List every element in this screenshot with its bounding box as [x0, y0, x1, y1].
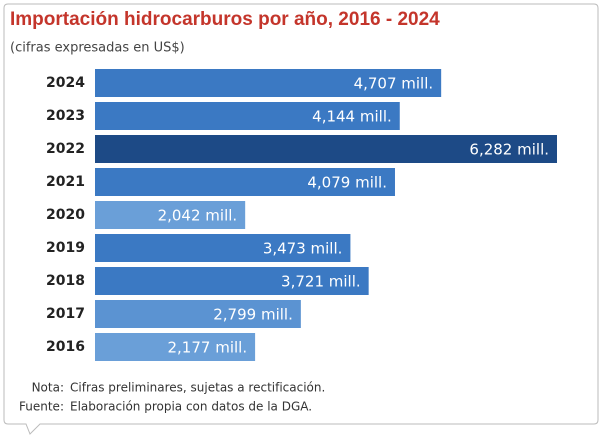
chart-subtitle: (cifras expresadas en US$) [10, 41, 185, 56]
bar [95, 300, 301, 328]
bar [95, 333, 256, 361]
bar [95, 135, 557, 163]
y-tick-label: 2024 [46, 75, 85, 91]
y-tick-label: 2021 [46, 174, 85, 190]
y-tick-label: 2017 [46, 306, 85, 322]
value-label: 6,282 mill. [469, 141, 549, 159]
bar [95, 234, 351, 262]
frame [3, 3, 599, 435]
bar [95, 168, 395, 196]
value-label: 2,799 mill. [213, 306, 293, 324]
bar [95, 267, 369, 295]
value-label: 2,042 mill. [158, 207, 238, 225]
value-label: 3,721 mill. [281, 273, 361, 291]
bar [95, 69, 442, 97]
bar [95, 102, 400, 130]
value-label: 3,473 mill. [263, 240, 343, 258]
note-text: Elaboración propia con datos de la DGA. [70, 400, 312, 414]
y-tick-label: 2019 [46, 240, 85, 256]
value-label: 2,177 mill. [168, 339, 248, 357]
note-text: Cifras preliminares, sujetas a rectifica… [70, 381, 325, 395]
y-tick-label: 2022 [46, 141, 85, 157]
y-tick-label: 2018 [46, 273, 85, 289]
chart-title: Importación hidrocarburos por año, 2016 … [10, 9, 440, 30]
y-tick-label: 2016 [46, 339, 85, 355]
y-tick-label: 2023 [46, 108, 85, 124]
note-label: Fuente: [19, 400, 64, 414]
note-label: Nota: [32, 381, 64, 395]
value-label: 4,144 mill. [312, 108, 392, 126]
y-tick-label: 2020 [46, 207, 85, 223]
value-label: 4,707 mill. [354, 75, 434, 93]
bar [95, 201, 246, 229]
value-label: 4,079 mill. [307, 174, 387, 192]
